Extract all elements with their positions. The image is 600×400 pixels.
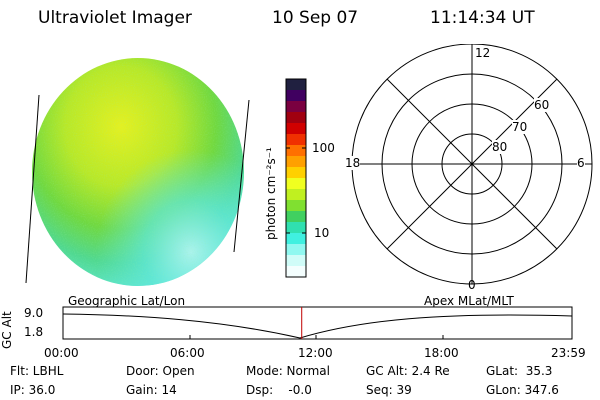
info-ip: IP: 36.0 bbox=[10, 383, 56, 397]
colorbar bbox=[285, 78, 307, 278]
colorbar-swatch bbox=[286, 90, 306, 102]
uv-image-panel bbox=[25, 58, 250, 286]
info-mode: Mode: Normal bbox=[246, 364, 330, 378]
altitude-plot bbox=[62, 306, 573, 340]
colorbar-swatch bbox=[286, 222, 306, 234]
polar-diagonal-2 bbox=[386, 78, 558, 250]
colorbar-swatch bbox=[286, 255, 306, 267]
polar-label-lat70: 70 bbox=[512, 120, 528, 134]
polar-label-0: 0 bbox=[468, 278, 476, 292]
image-noise bbox=[32, 58, 244, 286]
colorbar-tick-100: 100 bbox=[312, 141, 335, 155]
info-door: Door: Open bbox=[126, 364, 195, 378]
xtick-1800: 18:00 bbox=[424, 346, 459, 360]
info-seq: Seq: 39 bbox=[366, 383, 412, 397]
geographic-title: Geographic Lat/Lon bbox=[68, 294, 186, 308]
info-dsp: Dsp: -0.0 bbox=[246, 383, 312, 397]
altitude-ytick-top: 9.0 bbox=[24, 306, 44, 320]
info-filter: Flt: LBHL bbox=[10, 364, 64, 378]
colorbar-swatch bbox=[286, 211, 306, 223]
info-gain: Gain: 14 bbox=[126, 383, 177, 397]
polar-label-6: 6 bbox=[577, 156, 585, 170]
colorbar-swatch bbox=[286, 123, 306, 135]
apex-title: Apex MLat/MLT bbox=[424, 294, 514, 308]
polar-label-lat60: 60 bbox=[534, 98, 550, 112]
colorbar-unit-label: photon cm⁻²s⁻¹ bbox=[264, 147, 278, 240]
colorbar-swatch bbox=[286, 266, 306, 278]
info-glat: GLat: 35.3 bbox=[486, 364, 553, 378]
xtick-0000: 00:00 bbox=[44, 346, 79, 360]
colorbar-swatch bbox=[286, 233, 306, 245]
colorbar-swatch bbox=[286, 79, 306, 91]
colorbar-swatch bbox=[286, 156, 306, 168]
colorbar-tick-10: 10 bbox=[314, 226, 330, 240]
date-label: 10 Sep 07 bbox=[272, 8, 359, 28]
colorbar-swatch bbox=[286, 244, 306, 256]
altitude-plot-frame bbox=[62, 306, 573, 340]
altitude-ylabel: GC Alt bbox=[0, 311, 14, 349]
polar-plot bbox=[351, 44, 593, 285]
terminator-line-left bbox=[25, 94, 40, 284]
colorbar-frame bbox=[285, 78, 307, 278]
polar-label-12: 12 bbox=[475, 46, 491, 60]
colorbar-swatch bbox=[286, 134, 306, 146]
xtick-1200: 12:00 bbox=[298, 346, 333, 360]
colorbar-swatch bbox=[286, 178, 306, 190]
colorbar-scale bbox=[286, 79, 306, 278]
xtick-2359: 23:59 bbox=[551, 346, 586, 360]
colorbar-swatch bbox=[286, 200, 306, 212]
info-glon: GLon: 347.6 bbox=[486, 383, 559, 397]
colorbar-swatch bbox=[286, 145, 306, 157]
polar-label-18: 18 bbox=[345, 156, 361, 170]
colorbar-swatch bbox=[286, 101, 306, 113]
terminator-line-right bbox=[233, 99, 250, 253]
colorbar-swatch bbox=[286, 167, 306, 179]
polar-label-lat80: 80 bbox=[492, 140, 508, 154]
altitude-curve bbox=[62, 313, 573, 339]
colorbar-swatch bbox=[286, 112, 306, 124]
colorbar-swatch bbox=[286, 189, 306, 201]
time-label: 11:14:34 UT bbox=[430, 8, 535, 28]
info-gc-alt: GC Alt: 2.4 Re bbox=[366, 364, 450, 378]
altitude-ytick-bottom: 1.8 bbox=[24, 325, 44, 339]
xtick-0600: 06:00 bbox=[170, 346, 205, 360]
instrument-title: Ultraviolet Imager bbox=[38, 8, 192, 28]
